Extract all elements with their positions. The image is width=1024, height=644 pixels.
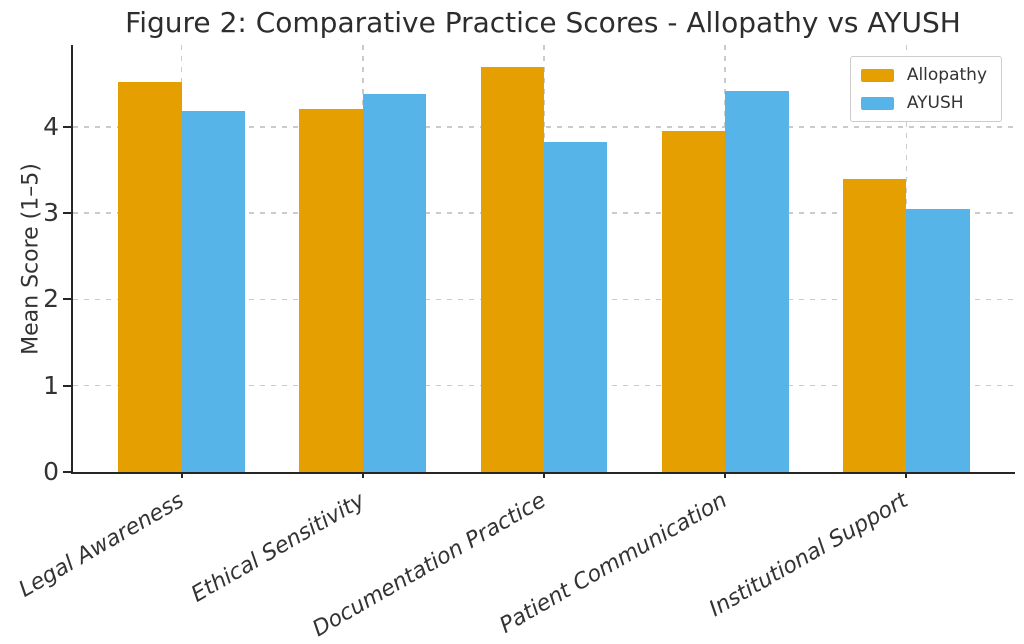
x-tick-mark [180,472,183,478]
y-axis-label: Mean Score (1–5) [18,163,44,355]
y-tick-mark [63,471,71,473]
chart-title: Figure 2: Comparative Practice Scores - … [125,6,961,39]
bar-allopathy [118,82,182,472]
bar-ayush [544,142,608,472]
x-tick-label-text: Ethical Sensitivity [187,488,370,608]
x-tick-mark [905,472,908,478]
y-tick-mark [63,125,71,128]
x-axis-tick-labels: Legal Awareness Ethical Sensitivity Docume… [15,474,1015,642]
y-tick-label: 0 [43,457,59,486]
x-tick-label-text: Legal Awareness [14,488,189,603]
bar-ayush [725,90,789,472]
y-tick-label: 2 [43,284,59,314]
plot-area: Allopathy AYUSH 0 1 2 3 4 [43,45,1015,485]
bar-ayush [906,208,970,472]
bar-allopathy [480,66,544,472]
legend-row: Allopathy [860,65,987,85]
bar-allopathy [842,178,907,472]
y-tick-mark [63,298,71,301]
y-tick-mark [63,212,71,215]
legend-label: AYUSH [906,93,964,113]
bar-ayush [362,94,427,472]
y-tick-label: 1 [43,370,59,400]
bar-allopathy [299,108,363,472]
y-tick-label: 4 [43,111,59,141]
legend-swatch-ayush [860,96,894,110]
legend-label: Allopathy [906,65,987,85]
legend-row: AYUSH [860,93,987,113]
x-tick-mark [724,472,727,478]
x-tick-mark [361,472,364,478]
x-tick-label-text: Institutional Support [705,488,913,623]
y-tick-label: 3 [43,198,59,228]
bar-allopathy [661,131,726,472]
bar-ayush [181,111,246,472]
x-tick-mark [543,472,545,478]
legend: Allopathy AYUSH [849,56,1002,122]
y-tick-mark [63,384,71,387]
legend-swatch-allopathy [860,68,894,82]
